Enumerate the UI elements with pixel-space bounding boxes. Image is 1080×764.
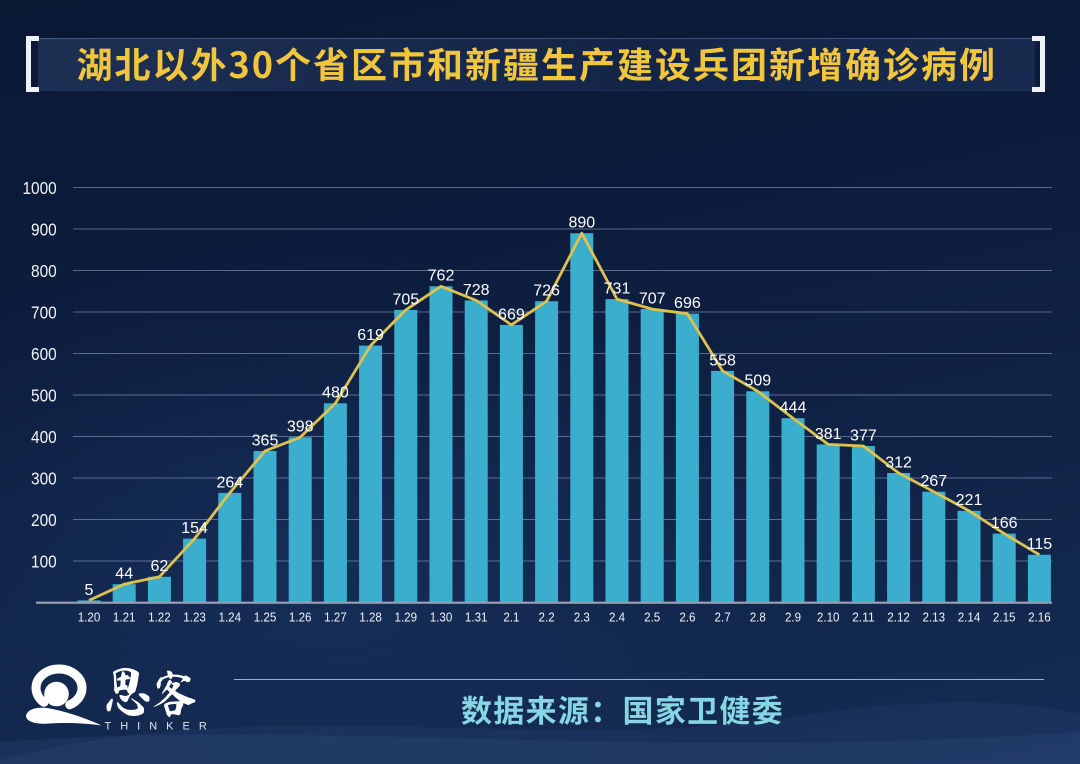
svg-text:2.16: 2.16: [1028, 609, 1051, 624]
svg-text:731: 731: [604, 281, 631, 298]
svg-text:2.5: 2.5: [644, 609, 660, 624]
svg-text:890: 890: [568, 215, 595, 232]
svg-text:707: 707: [639, 291, 666, 308]
svg-text:264: 264: [216, 474, 243, 491]
svg-text:365: 365: [252, 432, 279, 449]
svg-text:1.29: 1.29: [395, 609, 418, 624]
svg-text:5: 5: [85, 582, 94, 599]
svg-text:221: 221: [956, 492, 983, 509]
svg-text:2.12: 2.12: [887, 609, 910, 624]
svg-text:100: 100: [31, 551, 57, 571]
svg-text:669: 669: [498, 306, 525, 323]
svg-text:2.4: 2.4: [609, 609, 625, 624]
svg-text:2.15: 2.15: [993, 609, 1016, 624]
svg-text:THINKER: THINKER: [105, 721, 216, 733]
svg-text:762: 762: [428, 268, 455, 285]
svg-text:166: 166: [991, 515, 1018, 532]
svg-text:509: 509: [744, 373, 771, 390]
svg-text:1.26: 1.26: [289, 609, 312, 624]
svg-text:381: 381: [815, 426, 842, 443]
svg-text:267: 267: [920, 473, 947, 490]
svg-text:480: 480: [322, 385, 349, 402]
svg-text:1.30: 1.30: [430, 609, 453, 624]
svg-text:154: 154: [181, 520, 208, 537]
svg-text:728: 728: [463, 282, 490, 299]
svg-text:377: 377: [850, 427, 877, 444]
svg-text:1.21: 1.21: [113, 609, 136, 624]
svg-text:400: 400: [31, 427, 57, 447]
svg-text:2.9: 2.9: [785, 609, 801, 624]
svg-text:600: 600: [31, 344, 57, 364]
svg-text:62: 62: [151, 558, 169, 575]
svg-text:1.25: 1.25: [254, 609, 277, 624]
svg-text:398: 398: [287, 419, 314, 436]
svg-text:500: 500: [31, 385, 57, 405]
svg-text:1.22: 1.22: [148, 609, 171, 624]
svg-text:1000: 1000: [23, 178, 57, 198]
svg-text:44: 44: [115, 566, 133, 583]
svg-text:2.2: 2.2: [539, 609, 555, 624]
svg-text:619: 619: [357, 327, 384, 344]
svg-text:2.7: 2.7: [715, 609, 731, 624]
svg-text:1.27: 1.27: [324, 609, 347, 624]
svg-text:700: 700: [31, 302, 57, 322]
svg-text:1.28: 1.28: [359, 609, 382, 624]
svg-text:900: 900: [31, 219, 57, 239]
svg-text:1.23: 1.23: [183, 609, 206, 624]
svg-text:2.3: 2.3: [574, 609, 590, 624]
svg-text:2.13: 2.13: [923, 609, 946, 624]
svg-text:2.1: 2.1: [503, 609, 519, 624]
svg-text:1.20: 1.20: [78, 609, 101, 624]
svg-text:2.11: 2.11: [852, 609, 875, 624]
svg-text:696: 696: [674, 295, 701, 312]
svg-text:2.6: 2.6: [679, 609, 695, 624]
svg-text:444: 444: [780, 400, 807, 417]
svg-text:705: 705: [392, 291, 419, 308]
svg-text:115: 115: [1027, 536, 1053, 553]
svg-text:726: 726: [533, 283, 560, 300]
svg-text:200: 200: [31, 510, 57, 530]
svg-text:1.24: 1.24: [219, 609, 242, 624]
svg-text:2.14: 2.14: [958, 609, 981, 624]
svg-text:312: 312: [885, 454, 912, 471]
svg-text:558: 558: [709, 352, 736, 369]
svg-text:300: 300: [31, 468, 57, 488]
svg-text:800: 800: [31, 261, 57, 281]
svg-text:1.31: 1.31: [465, 609, 488, 624]
svg-text:2.8: 2.8: [750, 609, 766, 624]
svg-text:2.10: 2.10: [817, 609, 840, 624]
